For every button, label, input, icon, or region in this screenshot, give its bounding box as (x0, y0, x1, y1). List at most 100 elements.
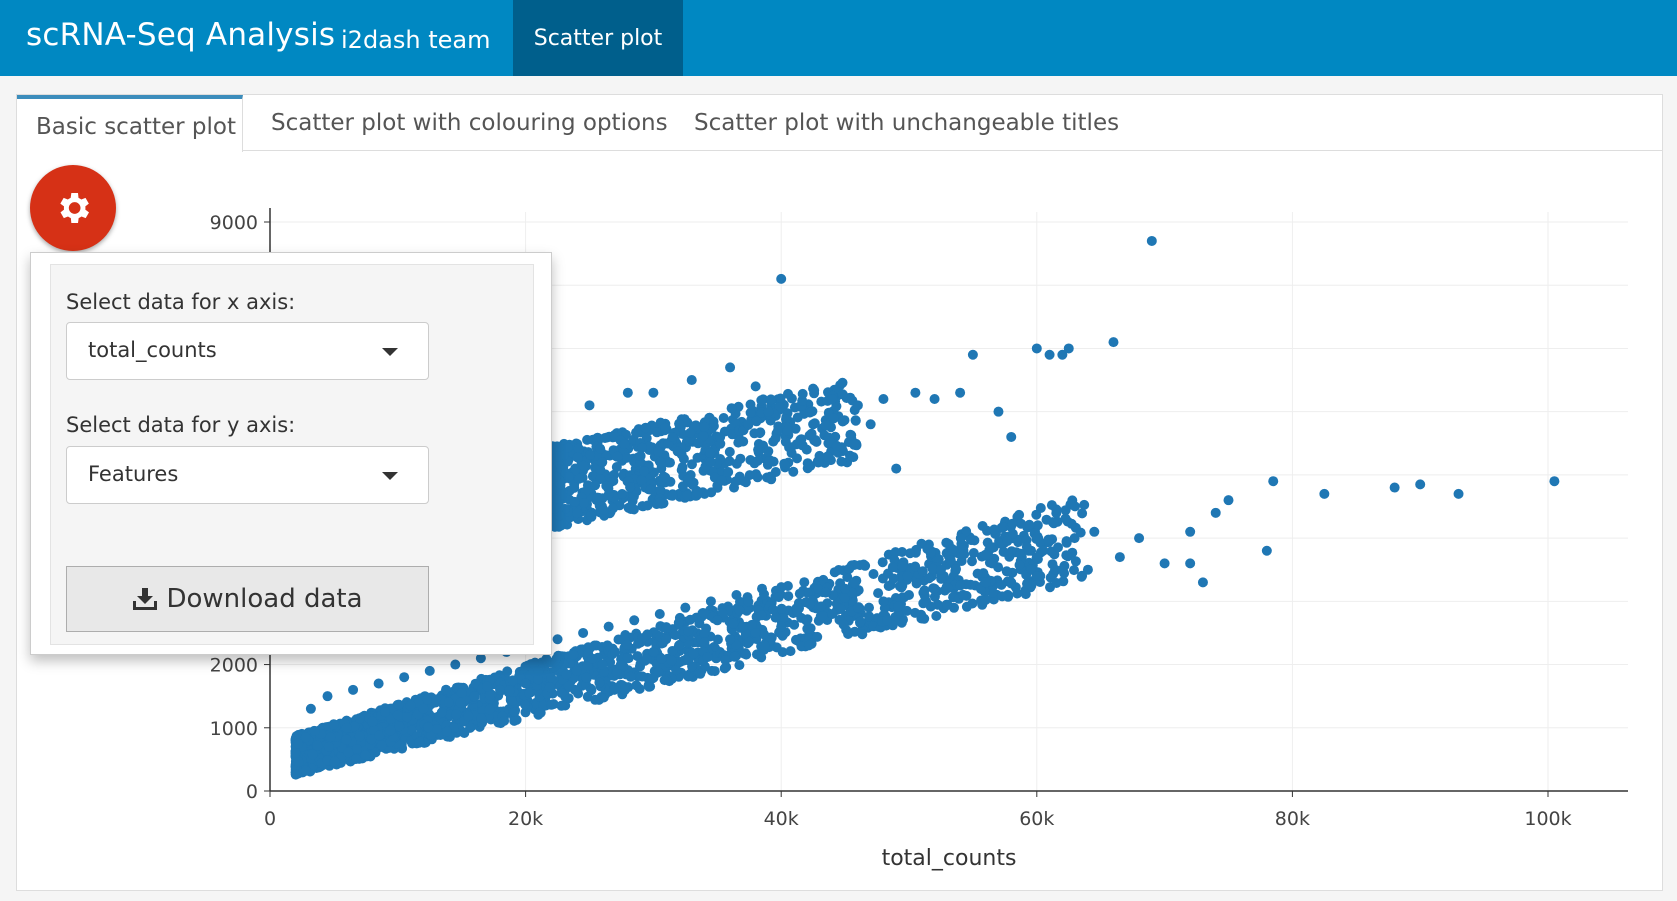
scatter-point (766, 474, 777, 485)
y-axis-select[interactable]: Features (66, 446, 429, 504)
scatter-point (961, 526, 972, 537)
scatter-point (605, 657, 616, 668)
scatter-point (533, 674, 543, 685)
scatter-point (1082, 564, 1093, 575)
scatter-point (354, 713, 365, 724)
scatter-point (759, 640, 770, 651)
scatter-point (656, 653, 667, 664)
scatter-point (837, 416, 848, 427)
scatter-point (1197, 577, 1208, 588)
x-axis-select[interactable]: total_counts (66, 322, 429, 380)
scatter-point (341, 734, 352, 745)
scatter-point (1031, 509, 1042, 520)
scatter-point (558, 659, 569, 670)
scatter-point (833, 565, 844, 575)
scatter-point (509, 706, 520, 717)
scatter-point (653, 667, 664, 678)
tab-scatter-colouring-options[interactable]: Scatter plot with colouring options (271, 109, 668, 136)
scatter-point (1012, 588, 1023, 599)
scatter-point (959, 549, 970, 560)
scatter-point (1014, 560, 1025, 570)
scatter-point (546, 699, 557, 710)
scatter-point (423, 722, 434, 733)
scatter-point (655, 457, 666, 468)
scatter-point (563, 471, 574, 482)
scatter-point (495, 684, 506, 695)
scatter-point (546, 672, 557, 683)
x-tick-label: 0 (264, 808, 276, 830)
scatter-point (799, 577, 810, 588)
scatter-point (996, 579, 1007, 590)
scatter-point (827, 608, 838, 619)
scatter-point (305, 703, 316, 714)
scatter-point (676, 449, 687, 460)
scatter-point (581, 672, 592, 683)
scatter-point (759, 629, 769, 640)
scatter-point (552, 634, 563, 645)
scatter-point (844, 563, 854, 574)
scatter-point (563, 693, 574, 704)
scatter-point (902, 571, 913, 582)
scatter-point (651, 427, 662, 438)
app-title[interactable]: scRNA-Seq Analysis (26, 17, 336, 53)
scatter-point (726, 403, 737, 414)
scatter-point (764, 455, 775, 465)
scatter-point (556, 520, 567, 531)
scatter-point (955, 533, 966, 544)
x-tick-label: 80k (1275, 808, 1310, 830)
scatter-point (673, 617, 684, 628)
scatter-point (797, 388, 808, 399)
scatter-point (756, 395, 767, 406)
y-axis-label: Select data for y axis: (66, 413, 296, 437)
scatter-point (803, 640, 814, 651)
scatter-point (733, 437, 744, 448)
scatter-point (840, 583, 851, 594)
scatter-point (621, 452, 632, 463)
nav-tab-scatter-plot[interactable]: Scatter plot (513, 0, 683, 76)
scatter-point (663, 457, 674, 468)
scatter-point (1031, 571, 1042, 582)
scatter-point (293, 757, 304, 768)
scatter-point (661, 623, 672, 634)
scatter-point (671, 665, 682, 676)
scatter-point (300, 765, 311, 776)
scatter-point (839, 592, 850, 603)
scatter-point (904, 590, 914, 601)
y-tick-label: 9000 (210, 212, 258, 234)
scatter-point (524, 688, 535, 699)
scatter-point (993, 406, 1004, 417)
scatter-point (374, 730, 385, 741)
scatter-point (667, 490, 678, 501)
scatter-point (561, 669, 572, 680)
scatter-point (1046, 500, 1057, 511)
scatter-point (827, 394, 838, 405)
scatter-point (745, 407, 756, 418)
scatter-point (1006, 431, 1017, 442)
scatter-point (431, 724, 442, 734)
scatter-point (955, 580, 966, 591)
scatter-point (584, 400, 595, 411)
tab-basic-scatter-plot[interactable]: Basic scatter plot (17, 95, 243, 152)
y-tick-label: 1000 (210, 718, 258, 740)
scatter-point (887, 562, 898, 573)
tab-scatter-unchangeable-titles[interactable]: Scatter plot with unchangeable titles (694, 109, 1120, 136)
scatter-point (687, 661, 698, 672)
scatter-point (1007, 518, 1018, 529)
scatter-point (868, 569, 879, 579)
scatter-point (482, 681, 493, 692)
scatter-point (935, 564, 946, 575)
scatter-point (968, 548, 979, 558)
scatter-point (680, 602, 691, 613)
scatter-point (456, 688, 467, 699)
scatter-point (816, 601, 827, 612)
download-data-button[interactable]: Download data (66, 566, 429, 632)
scatter-point (699, 637, 710, 648)
scatter-point (1060, 505, 1071, 516)
x-tick-label: 20k (508, 808, 543, 830)
scatter-point (648, 387, 659, 398)
x-axis-label: Select data for x axis: (66, 290, 296, 314)
scatter-point (499, 715, 510, 726)
settings-button[interactable] (30, 165, 116, 251)
scatter-point (794, 588, 805, 599)
